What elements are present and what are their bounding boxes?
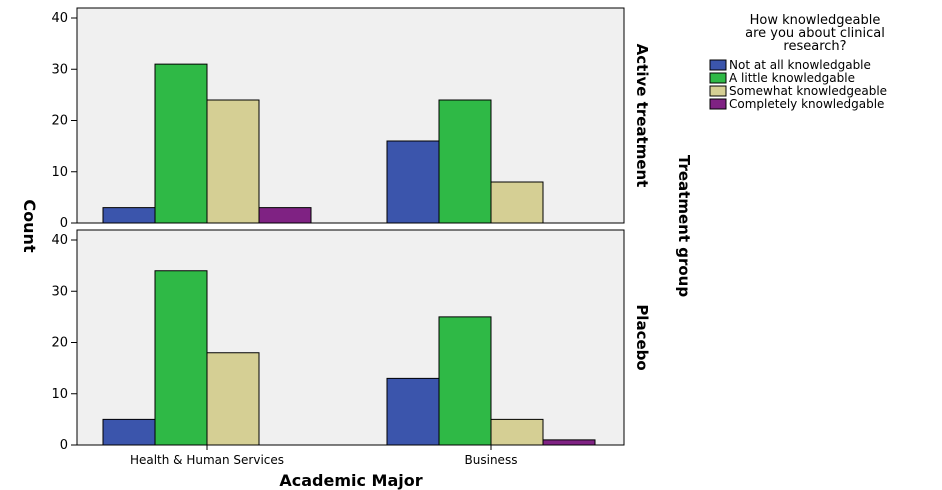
panel-1: 0 10 20 30 40 Active treatment (51, 7, 651, 231)
panel-2: 0 10 20 30 40 Placebo (51, 229, 651, 453)
bar-2-1-1 (102, 418, 156, 446)
legend-title-line: How knowledgeable (750, 13, 881, 28)
y-tick-label: 10 (51, 165, 68, 180)
x-tick-label: Health & Human Services (130, 453, 284, 467)
bar-2-2-2 (438, 316, 492, 446)
y-axis-title: Count (20, 199, 39, 253)
legend-title-line: are you about clinical (745, 26, 885, 41)
x-axis-title: Academic Major (279, 471, 422, 490)
bar-1-2-3 (490, 181, 544, 224)
bar-2-1-2 (154, 270, 208, 446)
bar-2-2-3 (490, 418, 544, 446)
legend-swatch-3 (709, 85, 727, 97)
legend-swatch-4 (709, 98, 727, 110)
panel-label: Active treatment (633, 44, 651, 188)
y-tick-label: 20 (51, 336, 68, 351)
y-tick-label: 0 (60, 216, 68, 231)
y-tick-label: 40 (51, 11, 68, 26)
bar-2-1-3 (206, 352, 260, 446)
legend-title-line: research? (783, 39, 846, 54)
bar-1-1-1 (102, 207, 156, 224)
y-tick-label: 10 (51, 387, 68, 402)
bar-1-1-4 (258, 207, 312, 224)
bar-1-1-3 (206, 99, 260, 224)
legend-swatch-2 (709, 72, 727, 84)
y-tick-label: 30 (51, 284, 68, 299)
panels-layer: 0 10 20 30 40 Active treatment 0 10 20 30 40 Placeb… (51, 7, 651, 467)
y-tick-label: 0 (60, 438, 68, 453)
legend-label-1: Not at all knowledgable (729, 58, 871, 72)
legend-label-4: Completely knowledgable (729, 97, 884, 111)
y-tick-label: 30 (51, 62, 68, 77)
legend-swatch-1 (709, 59, 727, 71)
y-tick-label: 40 (51, 233, 68, 248)
legend-label-2: A little knowledgable (729, 71, 855, 85)
bar-2-2-1 (386, 377, 440, 446)
bar-1-2-1 (386, 140, 440, 224)
legend-label-3: Somewhat knowledgeable (729, 84, 887, 98)
x-tick-label: Business (465, 453, 518, 467)
bar-1-1-2 (154, 63, 208, 224)
bar-1-2-2 (438, 99, 492, 224)
y-tick-label: 20 (51, 114, 68, 129)
bar-2-2-4 (542, 439, 596, 446)
panel-variable-title: Treatment group (675, 155, 693, 297)
panel-label: Placebo (633, 304, 651, 370)
